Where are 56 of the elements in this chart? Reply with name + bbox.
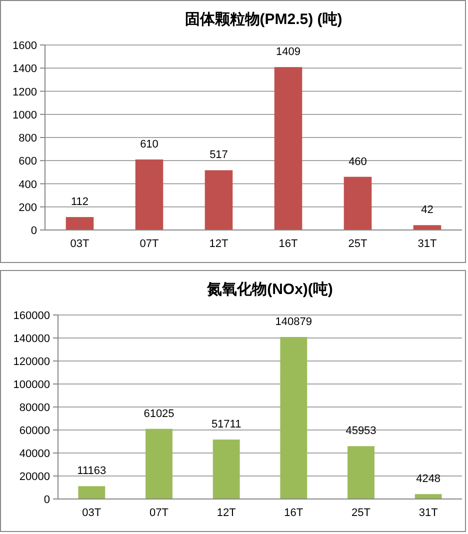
y-tick-label: 1000 [12,109,37,122]
bar [280,336,308,499]
bar [413,225,442,230]
bar [135,159,164,230]
bar [212,440,240,499]
data-label: 1409 [276,46,300,58]
chart-title: 固体颗粒物(PM2.5) (吨) [184,11,342,28]
x-tick-label: 16T [278,238,298,250]
y-tick-label: 60000 [19,425,50,437]
data-label: 610 [140,138,158,150]
y-tick-label: 120000 [13,356,50,368]
x-tick-label: 03T [70,238,90,250]
x-tick-label: 12T [209,238,228,250]
data-label: 4248 [416,473,441,486]
data-label: 517 [210,149,228,162]
y-tick-label: 400 [18,178,37,191]
x-tick-label: 03T [82,507,102,519]
bar [204,170,233,230]
bar [348,446,374,499]
bar [66,217,94,230]
y-tick-label: 140000 [13,333,50,345]
bar [274,67,302,230]
x-tick-label: 25T [352,507,371,519]
data-label: 112 [70,196,89,208]
y-tick-label: 100000 [13,379,50,391]
y-tick-label: 160000 [13,310,50,322]
data-label: 45953 [346,425,376,438]
data-label: 460 [348,156,367,168]
data-label: 140879 [275,316,312,328]
x-tick-label: 16T [284,507,304,519]
data-label: 42 [421,204,434,216]
y-tick-label: 20000 [19,471,50,483]
y-tick-label: 600 [18,156,37,168]
x-tick-label: 07T [140,238,159,250]
y-tick-label: 80000 [19,402,50,414]
y-tick-label: 1200 [12,86,37,98]
y-tick-label: 0 [30,225,37,237]
y-tick-label: 1400 [12,63,37,76]
bar [414,494,442,499]
bar [344,176,372,230]
y-tick-label: 1600 [12,40,37,52]
bar [78,486,106,499]
y-tick-label: 0 [44,494,50,506]
y-tick-label: 40000 [19,448,50,460]
x-tick-label: 31T [418,238,437,250]
x-tick-label: 07T [150,507,169,519]
y-tick-label: 800 [18,132,37,144]
chart-title: 氮氧化物(NOx)(吨) [206,281,333,298]
data-label: 61025 [144,408,174,420]
x-tick-label: 31T [418,507,438,519]
bar [146,428,172,499]
x-tick-label: 25T [348,238,368,250]
y-tick-label: 200 [18,202,37,214]
data-label: 11163 [77,465,106,478]
x-tick-label: 12T [216,507,236,519]
data-label: 51711 [211,418,242,431]
